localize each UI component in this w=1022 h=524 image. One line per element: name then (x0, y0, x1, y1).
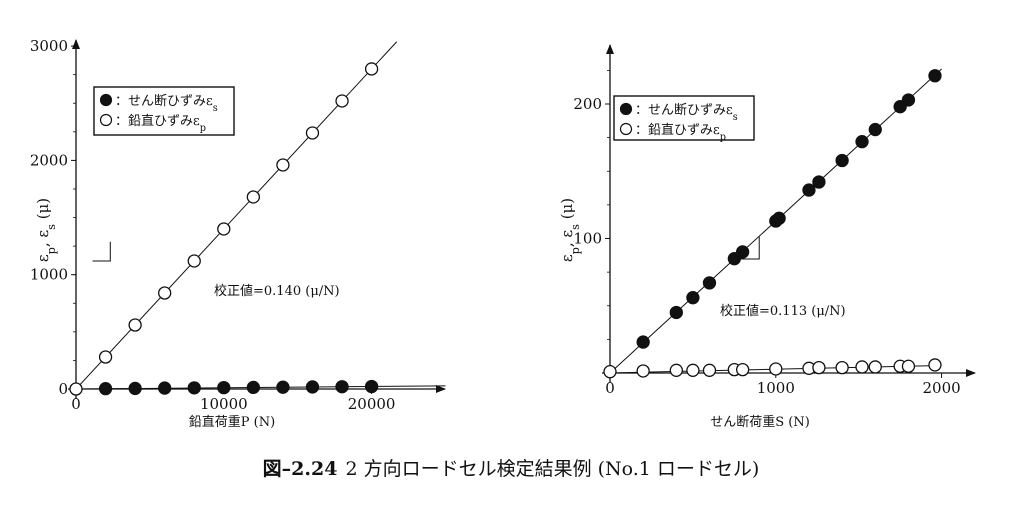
data-point-vertical-strain (217, 222, 231, 236)
legend-entry: ：鉛直ひずみεp (115, 114, 206, 134)
legend-box (613, 95, 755, 141)
data-point-vertical-strain (812, 360, 826, 375)
data-point-shear-strain (735, 245, 750, 259)
data-point-shear-strain (812, 175, 826, 189)
data-point-vertical-strain (855, 360, 869, 374)
data-point-vertical-strain (69, 382, 83, 396)
data-point-shear-strain (246, 380, 261, 395)
legend-marker-filled (619, 102, 633, 116)
data-point-shear-strain (158, 381, 172, 395)
x-tick-label: 0 (605, 379, 615, 397)
caption-number: 図–2.24 (262, 458, 338, 480)
legend-marker-open (619, 122, 633, 136)
data-point-shear-strain (364, 379, 379, 394)
calibration-annotation: 校正値=0.140 (μ/N) (214, 283, 340, 299)
data-point-vertical-strain (305, 126, 320, 140)
data-point-vertical-strain (187, 254, 201, 268)
data-point-shear-strain (305, 380, 320, 394)
x-axis-label: せん断荷重S (N) (710, 414, 810, 430)
data-point-vertical-strain (928, 358, 942, 372)
data-point-vertical-strain (702, 363, 717, 377)
data-point-shear-strain (855, 135, 869, 149)
data-point-vertical-strain (835, 360, 849, 375)
data-point-vertical-strain (246, 190, 261, 204)
data-point-vertical-strain (276, 158, 290, 172)
caption-text: 2 方向ロードセル検定結果例 (No.1 ロードセル) (345, 458, 760, 480)
data-point-vertical-strain (669, 363, 683, 377)
legend-entry: ：鉛直ひずみεp (635, 123, 726, 143)
data-point-shear-strain (669, 305, 683, 320)
data-point-vertical-strain (98, 350, 113, 364)
legend-marker-filled (99, 93, 113, 107)
y-axis-label: εp, εs (μ) (34, 198, 58, 262)
data-point-shear-strain (128, 381, 142, 396)
y-tick-label: 200 (573, 95, 602, 113)
y-tick-label: 0 (58, 380, 68, 398)
data-point-vertical-strain (364, 62, 379, 76)
y-axis-label: εp, εs (μ) (558, 198, 582, 262)
x-axis-label: 鉛直荷重P (N) (189, 414, 275, 430)
legend-box (93, 86, 235, 136)
y-tick-label: 2000 (30, 151, 68, 169)
data-point-shear-strain (772, 211, 786, 225)
slope-triangle (92, 241, 111, 262)
data-point-shear-strain (835, 153, 849, 168)
data-point-shear-strain (928, 69, 942, 83)
data-point-shear-strain (686, 291, 700, 305)
x-tick-label: 20000 (348, 395, 396, 413)
data-point-vertical-strain (603, 365, 617, 379)
data-point-vertical-strain (686, 363, 700, 377)
y-tick-label: 100 (573, 230, 602, 248)
calibration-annotation: 校正値=0.113 (μ/N) (720, 303, 846, 319)
data-point-shear-strain (335, 380, 349, 394)
x-tick-label: 2000 (923, 379, 961, 397)
data-point-shear-strain (276, 380, 290, 394)
data-point-vertical-strain (128, 318, 142, 332)
data-point-shear-strain (217, 380, 231, 395)
data-point-vertical-strain (158, 286, 172, 300)
data-point-vertical-strain (735, 362, 750, 377)
data-point-shear-strain (802, 183, 816, 197)
legend-entry: ：せん断ひずみεs (635, 103, 738, 123)
x-tick-label: 10000 (200, 395, 248, 413)
data-point-shear-strain (702, 276, 717, 290)
chart-left: 0 1000 2000 3000 0 10000 20000 校正値=0.140 (μ/N) 鉛… (30, 37, 446, 430)
legend-marker-open (99, 113, 113, 127)
legend: ：せん断ひずみεs：鉛直ひずみεp (93, 86, 235, 136)
data-point-vertical-strain (769, 362, 783, 376)
x-tick-label: 1000 (757, 379, 795, 397)
data-point-shear-strain (868, 122, 882, 137)
x-tick-label: 0 (71, 395, 81, 413)
data-point-vertical-strain (335, 94, 349, 108)
data-point-shear-strain (98, 382, 113, 396)
data-point-shear-strain (636, 335, 650, 349)
data-point-shear-strain (901, 93, 916, 107)
legend-entry: ：せん断ひずみεs (115, 94, 218, 114)
legend: ：せん断ひずみεs：鉛直ひずみεp (613, 95, 755, 143)
data-point-vertical-strain (868, 360, 882, 374)
data-point-shear-strain (187, 381, 201, 395)
data-point-vertical-strain (901, 359, 916, 373)
figure-caption: 図–2.24 2 方向ロードセル検定結果例 (No.1 ロードセル) (0, 454, 1022, 481)
y-tick-label: 1000 (30, 266, 68, 284)
data-point-vertical-strain (636, 364, 650, 378)
y-tick-label: 3000 (30, 37, 68, 55)
slope-triangle (734, 236, 760, 260)
